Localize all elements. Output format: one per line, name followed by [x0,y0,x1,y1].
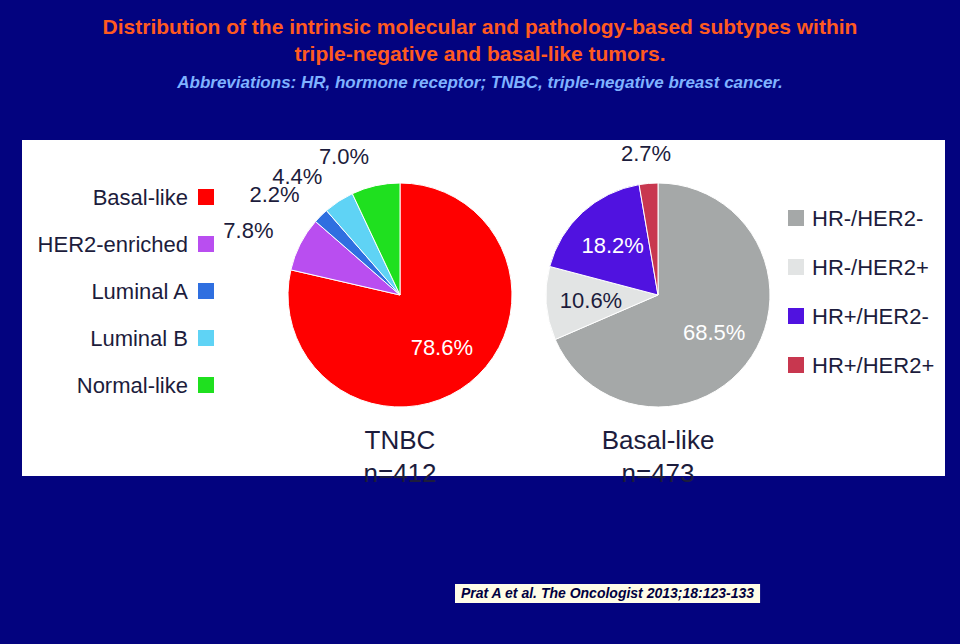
data-label: 7.0% [319,144,369,169]
legend-label: Normal-like [77,373,188,398]
slide: Distribution of the intrinsic molecular … [0,0,960,644]
slide-note: Abbreviations: HR, hormone receptor; TNB… [176,73,783,92]
chart-subtitle: n=473 [621,458,694,488]
legend-label: HR+/HER2+ [812,353,934,378]
legend-swatch [198,283,214,299]
legend-label: HR-/HER2- [812,206,923,231]
slices [546,183,770,407]
data-label: 68.5% [683,320,745,345]
legend-label: HR-/HER2+ [812,255,929,280]
data-label: 78.6% [411,335,473,360]
pie-slice [352,183,400,295]
slide-title: Distribution of the intrinsic molecular … [103,15,858,38]
legend-label: Basal-like [93,185,188,210]
pie-chart: 78.6%7.8%2.2%4.4%7.0% [223,144,512,407]
citation: Prat A et al. The Oncologist 2013;18:123… [455,584,760,603]
data-label: 10.6% [560,288,622,313]
legend: Basal-like HER2-enriched Luminal A Luminal … [38,185,214,398]
chart-title: TNBC [365,425,436,455]
legend-swatch [788,308,804,324]
data-label: 4.4% [272,164,322,189]
pie-chart: 68.5% 10.6% 18.2% 2.7% [546,141,770,407]
legend-swatch [788,259,804,275]
legend-swatch [788,210,804,226]
background [0,0,960,644]
chart-title: Basal-like [602,425,715,455]
pie-slice [288,183,512,407]
data-label: 7.8% [223,218,273,243]
data-label: 18.2% [581,233,643,258]
chart-subtitle: n=412 [363,458,436,488]
chart-panel [22,140,945,476]
legend-label: HER2-enriched [38,232,188,257]
citation-box [455,584,760,603]
legend-label: Luminal A [91,279,188,304]
legend-swatch [198,330,214,346]
legend-swatch [198,236,214,252]
legend-swatch [198,377,214,393]
legend-swatch [788,357,804,373]
legend-swatch [198,189,214,205]
data-label: 2.7% [621,141,671,166]
citation-text: Prat A et al. The Oncologist 2013;18:123… [461,585,754,601]
legend-label: Luminal B [90,326,188,351]
legend-label: HR+/HER2- [812,304,929,329]
legend: HR-/HER2- HR-/HER2+ HR+/HER2- HR+/HER2+ [788,206,934,378]
slide-title: triple-negative and basal-like tumors. [294,42,665,65]
slices [288,183,512,407]
